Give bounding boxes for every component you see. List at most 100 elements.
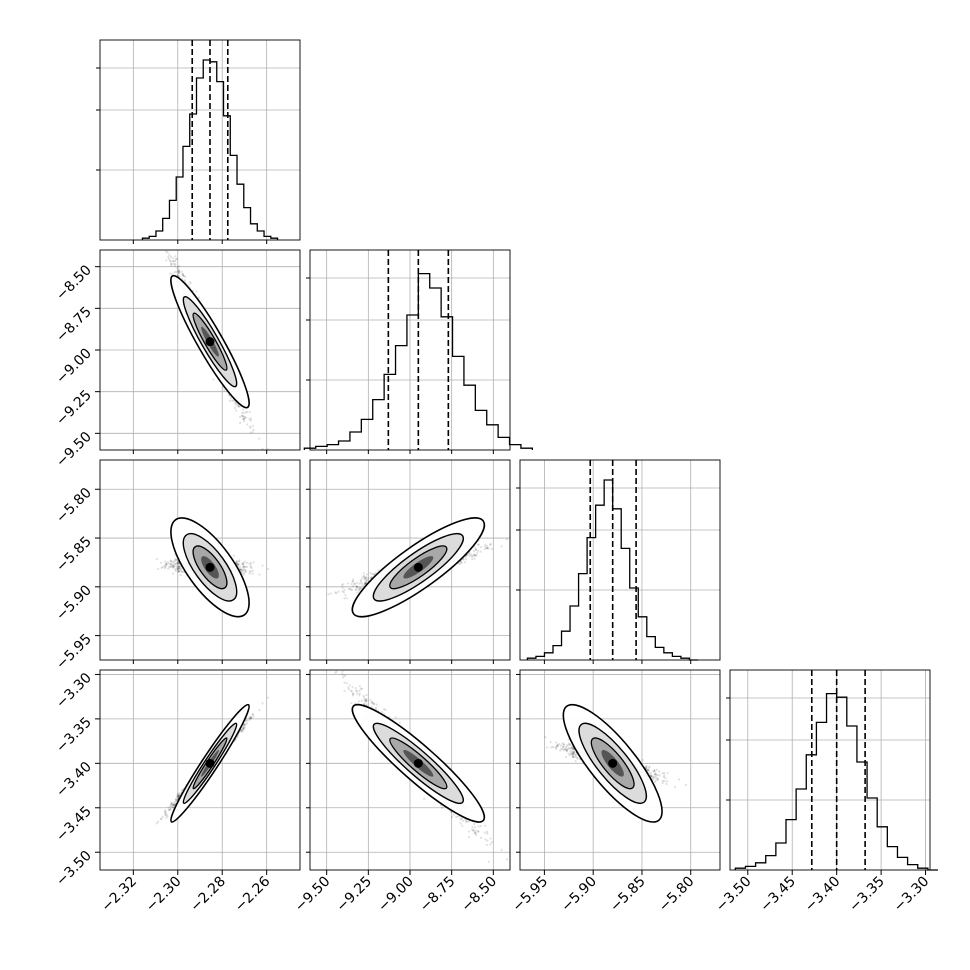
panel-frame: [99, 459, 301, 661]
sample-point: [365, 573, 368, 576]
sample-point: [372, 573, 376, 576]
sample-point: [242, 562, 245, 566]
sample-point: [249, 426, 252, 429]
sample-point: [171, 565, 175, 568]
sample-point: [474, 547, 477, 550]
sample-point: [169, 562, 173, 566]
sample-point: [173, 271, 176, 274]
panel-frame: [99, 39, 301, 241]
sample-point: [241, 728, 244, 732]
sample-point: [243, 566, 246, 569]
sample-point: [172, 262, 175, 266]
sample-point: [182, 274, 185, 278]
scatter-points: [327, 517, 509, 618]
sample-point: [337, 590, 340, 593]
sample-point: [370, 575, 373, 578]
sample-point: [176, 567, 180, 570]
sample-point: [245, 722, 249, 725]
sample-point: [169, 255, 173, 258]
sample-point: [473, 557, 476, 560]
sample-point: [174, 558, 177, 561]
sample-point: [355, 581, 359, 585]
sample-point: [177, 563, 180, 566]
sample-point: [171, 273, 174, 276]
sample-point: [486, 547, 489, 550]
sample-point: [248, 410, 251, 414]
sample-point: [174, 568, 177, 571]
sample-point: [251, 431, 254, 434]
sample-point: [174, 257, 178, 261]
sample-point: [249, 562, 252, 565]
sample-point: [473, 554, 477, 557]
sample-point: [460, 561, 463, 564]
scatter-points: [155, 517, 270, 618]
sample-point: [167, 806, 170, 809]
sample-point: [240, 729, 243, 732]
sample-point: [242, 417, 245, 420]
sample-point: [351, 580, 354, 583]
sample-point: [229, 397, 232, 400]
sample-point: [155, 557, 158, 561]
sample-point: [241, 568, 245, 571]
sample-point: [486, 544, 489, 548]
scatter-points: [155, 696, 270, 825]
sample-point: [348, 588, 351, 591]
sample-point: [171, 563, 174, 567]
sample-point: [377, 569, 380, 572]
sample-point: [166, 561, 169, 564]
sample-point: [357, 589, 360, 592]
sample-point: [483, 547, 486, 551]
sample-point: [240, 414, 244, 417]
sample-point: [181, 273, 185, 276]
histogram-panel-1: [303, 249, 533, 451]
sample-point: [334, 591, 337, 594]
sample-point: [248, 570, 251, 573]
sample-point: [472, 550, 476, 553]
sample-point: [246, 565, 249, 568]
sample-point: [241, 570, 244, 573]
histogram-panel-3: [729, 669, 938, 871]
sample-point: [183, 279, 187, 282]
sample-point: [174, 263, 177, 266]
sample-point: [175, 562, 178, 565]
sample-point: [172, 572, 175, 575]
sample-point: [177, 269, 180, 272]
sample-point: [345, 597, 348, 600]
sample-point: [238, 559, 241, 562]
sample-point: [177, 562, 180, 565]
sample-point: [248, 716, 251, 719]
sample-point: [164, 566, 167, 570]
sample-point: [355, 585, 359, 588]
sample-point: [351, 584, 355, 588]
sample-point: [373, 573, 376, 576]
sample-point: [176, 265, 179, 268]
sample-point: [169, 805, 172, 808]
sample-point: [176, 267, 179, 270]
sample-point: [173, 803, 176, 807]
sample-point: [171, 256, 175, 260]
sample-point: [176, 568, 179, 571]
sample-point: [241, 562, 245, 566]
sample-point: [177, 794, 180, 797]
sample-point: [362, 575, 365, 578]
sample-point: [176, 794, 179, 797]
sample-point: [159, 561, 162, 564]
sample-point: [174, 558, 178, 561]
sample-point: [350, 589, 354, 592]
sample-point: [244, 570, 247, 573]
sample-point: [172, 803, 175, 807]
sample-point: [251, 713, 254, 716]
sample-point: [172, 566, 175, 569]
sample-point: [177, 795, 180, 798]
sample-point: [175, 799, 178, 802]
sample-point: [189, 282, 192, 285]
sample-point: [358, 588, 361, 591]
sample-point: [242, 417, 245, 421]
sample-point: [159, 817, 162, 820]
sample-point: [165, 562, 168, 566]
sample-point: [250, 566, 253, 570]
sample-point: [242, 573, 245, 576]
sample-point: [234, 402, 237, 405]
sample-point: [242, 726, 246, 730]
sample-point: [163, 565, 166, 568]
